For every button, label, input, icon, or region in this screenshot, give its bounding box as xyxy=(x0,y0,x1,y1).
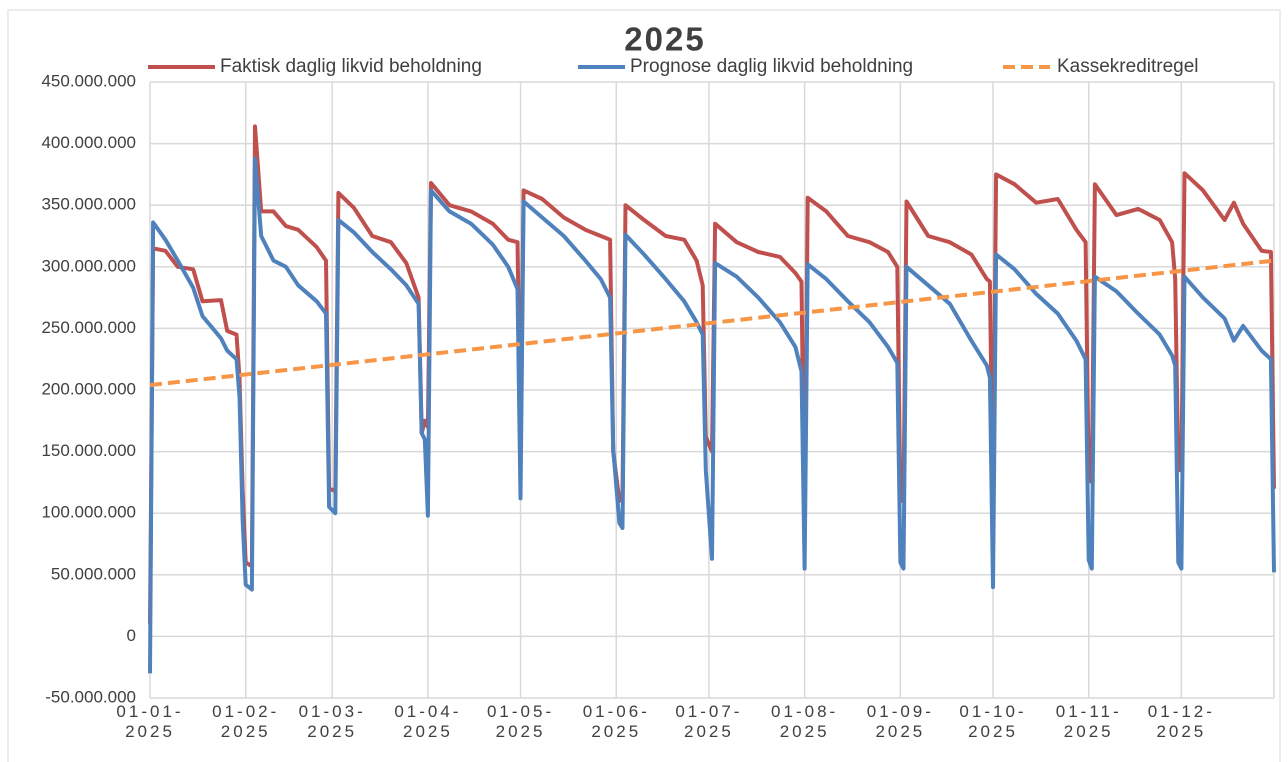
y-tick-label: 50.000.000 xyxy=(51,564,136,583)
x-tick-label: 01-03-2025 xyxy=(298,702,366,741)
y-tick-label: 450.000.000 xyxy=(41,71,136,90)
x-tick-label: 01-04-2025 xyxy=(394,702,462,741)
x-tick-label: 01-07-2025 xyxy=(675,702,743,741)
y-tick-label: -50.000.000 xyxy=(45,687,136,706)
y-tick-label: 100.000.000 xyxy=(41,503,136,522)
y-tick-label: 250.000.000 xyxy=(41,318,136,337)
y-tick-label: 350.000.000 xyxy=(41,195,136,214)
chart-title: 2025 xyxy=(624,21,705,58)
x-tick-label: 01-02-2025 xyxy=(212,702,280,741)
legend-label: Kassekreditregel xyxy=(1057,56,1199,77)
series-line xyxy=(148,124,1276,625)
y-tick-label: 200.000.000 xyxy=(41,379,136,398)
y-tick-label: 400.000.000 xyxy=(41,133,136,152)
x-tick-label: 01-10-2025 xyxy=(959,702,1027,741)
x-tick-label: 01-05-2025 xyxy=(486,702,555,741)
series-line xyxy=(149,258,1275,388)
chart-border xyxy=(7,9,1281,762)
y-tick-label: 0 xyxy=(127,626,136,645)
y-tick-label: 300.000.000 xyxy=(41,256,136,275)
x-tick-label: 01-11-2025 xyxy=(1055,702,1122,741)
legend-label: Prognose daglig likvid beholdning xyxy=(630,56,913,77)
series-line xyxy=(148,156,1276,674)
x-tick-label: 01-08-2025 xyxy=(771,702,839,741)
legend-label: Faktisk daglig likvid beholdning xyxy=(220,56,482,77)
x-tick-label: 01-12-2025 xyxy=(1147,702,1215,741)
y-tick-label: 150.000.000 xyxy=(41,441,136,460)
x-tick-label: 01-09-2025 xyxy=(866,702,934,741)
x-tick-label: 01-01-2025 xyxy=(116,702,184,741)
x-tick-label: 01-06-2025 xyxy=(582,702,650,741)
